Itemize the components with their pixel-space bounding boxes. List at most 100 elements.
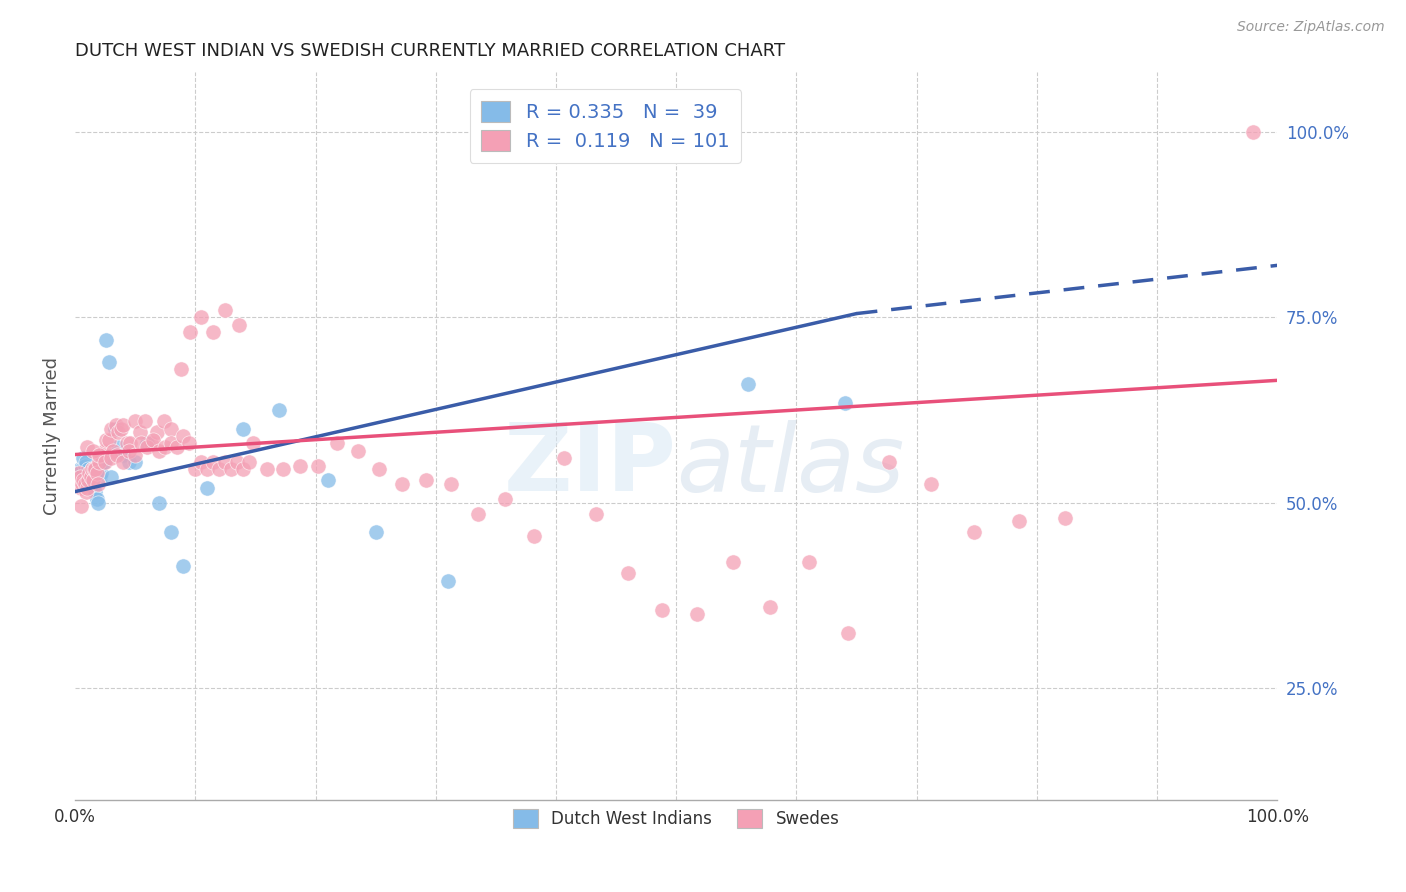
Point (107, 440, 129, 454)
Point (142, 433, 165, 447)
Point (148, 496, 170, 510)
Point (134, 414, 156, 428)
Point (269, 403, 291, 417)
Point (195, 462, 218, 476)
Point (73, 477, 96, 491)
Point (214, 455, 236, 469)
Point (70, 462, 93, 476)
Point (97, 433, 120, 447)
Text: DUTCH WEST INDIAN VS SWEDISH CURRENTLY MARRIED CORRELATION CHART: DUTCH WEST INDIAN VS SWEDISH CURRENTLY M… (75, 42, 785, 60)
Point (82, 443, 104, 458)
Point (103, 443, 125, 458)
Point (346, 443, 368, 458)
Point (316, 474, 339, 488)
Text: ZIP: ZIP (503, 419, 676, 511)
Point (82, 481, 104, 495)
Point (160, 525, 183, 540)
Point (70, 477, 93, 491)
Point (100, 470, 122, 484)
Point (86, 466, 108, 480)
Point (90, 448, 112, 462)
Point (238, 455, 260, 469)
Point (100, 421, 122, 435)
Point (89, 470, 111, 484)
Point (76, 474, 98, 488)
Point (228, 318, 250, 332)
Point (617, 566, 640, 581)
Point (415, 474, 437, 488)
Point (242, 436, 264, 450)
Point (202, 325, 225, 339)
Point (737, 377, 759, 392)
Point (87, 458, 110, 473)
Point (686, 607, 709, 621)
Text: atlas: atlas (676, 419, 904, 510)
Point (79, 474, 101, 488)
Point (84, 484, 107, 499)
Point (82, 474, 104, 488)
Point (87, 496, 110, 510)
Point (153, 414, 176, 428)
Point (72, 474, 94, 488)
Point (93, 455, 115, 469)
Point (759, 599, 782, 614)
Point (1008, 514, 1031, 528)
Point (436, 574, 458, 588)
Point (93, 443, 115, 458)
Point (94, 455, 117, 469)
Point (83, 470, 105, 484)
Point (100, 451, 122, 466)
Point (1241, 125, 1264, 139)
Point (184, 462, 207, 476)
Point (87, 455, 110, 469)
Point (76, 440, 98, 454)
Point (120, 436, 142, 450)
Point (136, 436, 159, 450)
Point (326, 436, 349, 450)
Point (87, 448, 110, 462)
Point (190, 455, 212, 469)
Point (179, 325, 201, 339)
Point (77, 462, 100, 476)
Point (69, 462, 91, 476)
Point (79, 466, 101, 480)
Point (208, 462, 231, 476)
Point (585, 507, 607, 521)
Legend: Dutch West Indians, Swedes: Dutch West Indians, Swedes (506, 803, 846, 835)
Point (139, 436, 162, 450)
Y-axis label: Currently Married: Currently Married (44, 357, 60, 515)
Point (920, 477, 942, 491)
Point (721, 555, 744, 569)
Point (440, 477, 463, 491)
Point (112, 455, 135, 469)
Point (179, 436, 201, 450)
Point (96, 333, 118, 347)
Point (797, 555, 820, 569)
Point (963, 525, 986, 540)
Text: Source: ZipAtlas.com: Source: ZipAtlas.com (1237, 20, 1385, 34)
Point (553, 451, 575, 466)
Point (136, 440, 159, 454)
Point (87, 477, 110, 491)
Point (80, 462, 103, 476)
Point (97, 355, 120, 369)
Point (129, 436, 152, 450)
Point (172, 429, 194, 443)
Point (70, 500, 93, 514)
Point (110, 421, 132, 435)
Point (221, 462, 243, 476)
Point (170, 362, 193, 376)
Point (288, 458, 311, 473)
Point (153, 440, 176, 454)
Point (148, 443, 170, 458)
Point (271, 462, 294, 476)
Point (90, 466, 112, 480)
Point (391, 477, 413, 491)
Point (77, 474, 100, 488)
Point (1053, 510, 1076, 524)
Point (834, 395, 856, 409)
Point (651, 603, 673, 617)
Point (232, 421, 254, 435)
Point (84, 462, 107, 476)
Point (124, 448, 146, 462)
